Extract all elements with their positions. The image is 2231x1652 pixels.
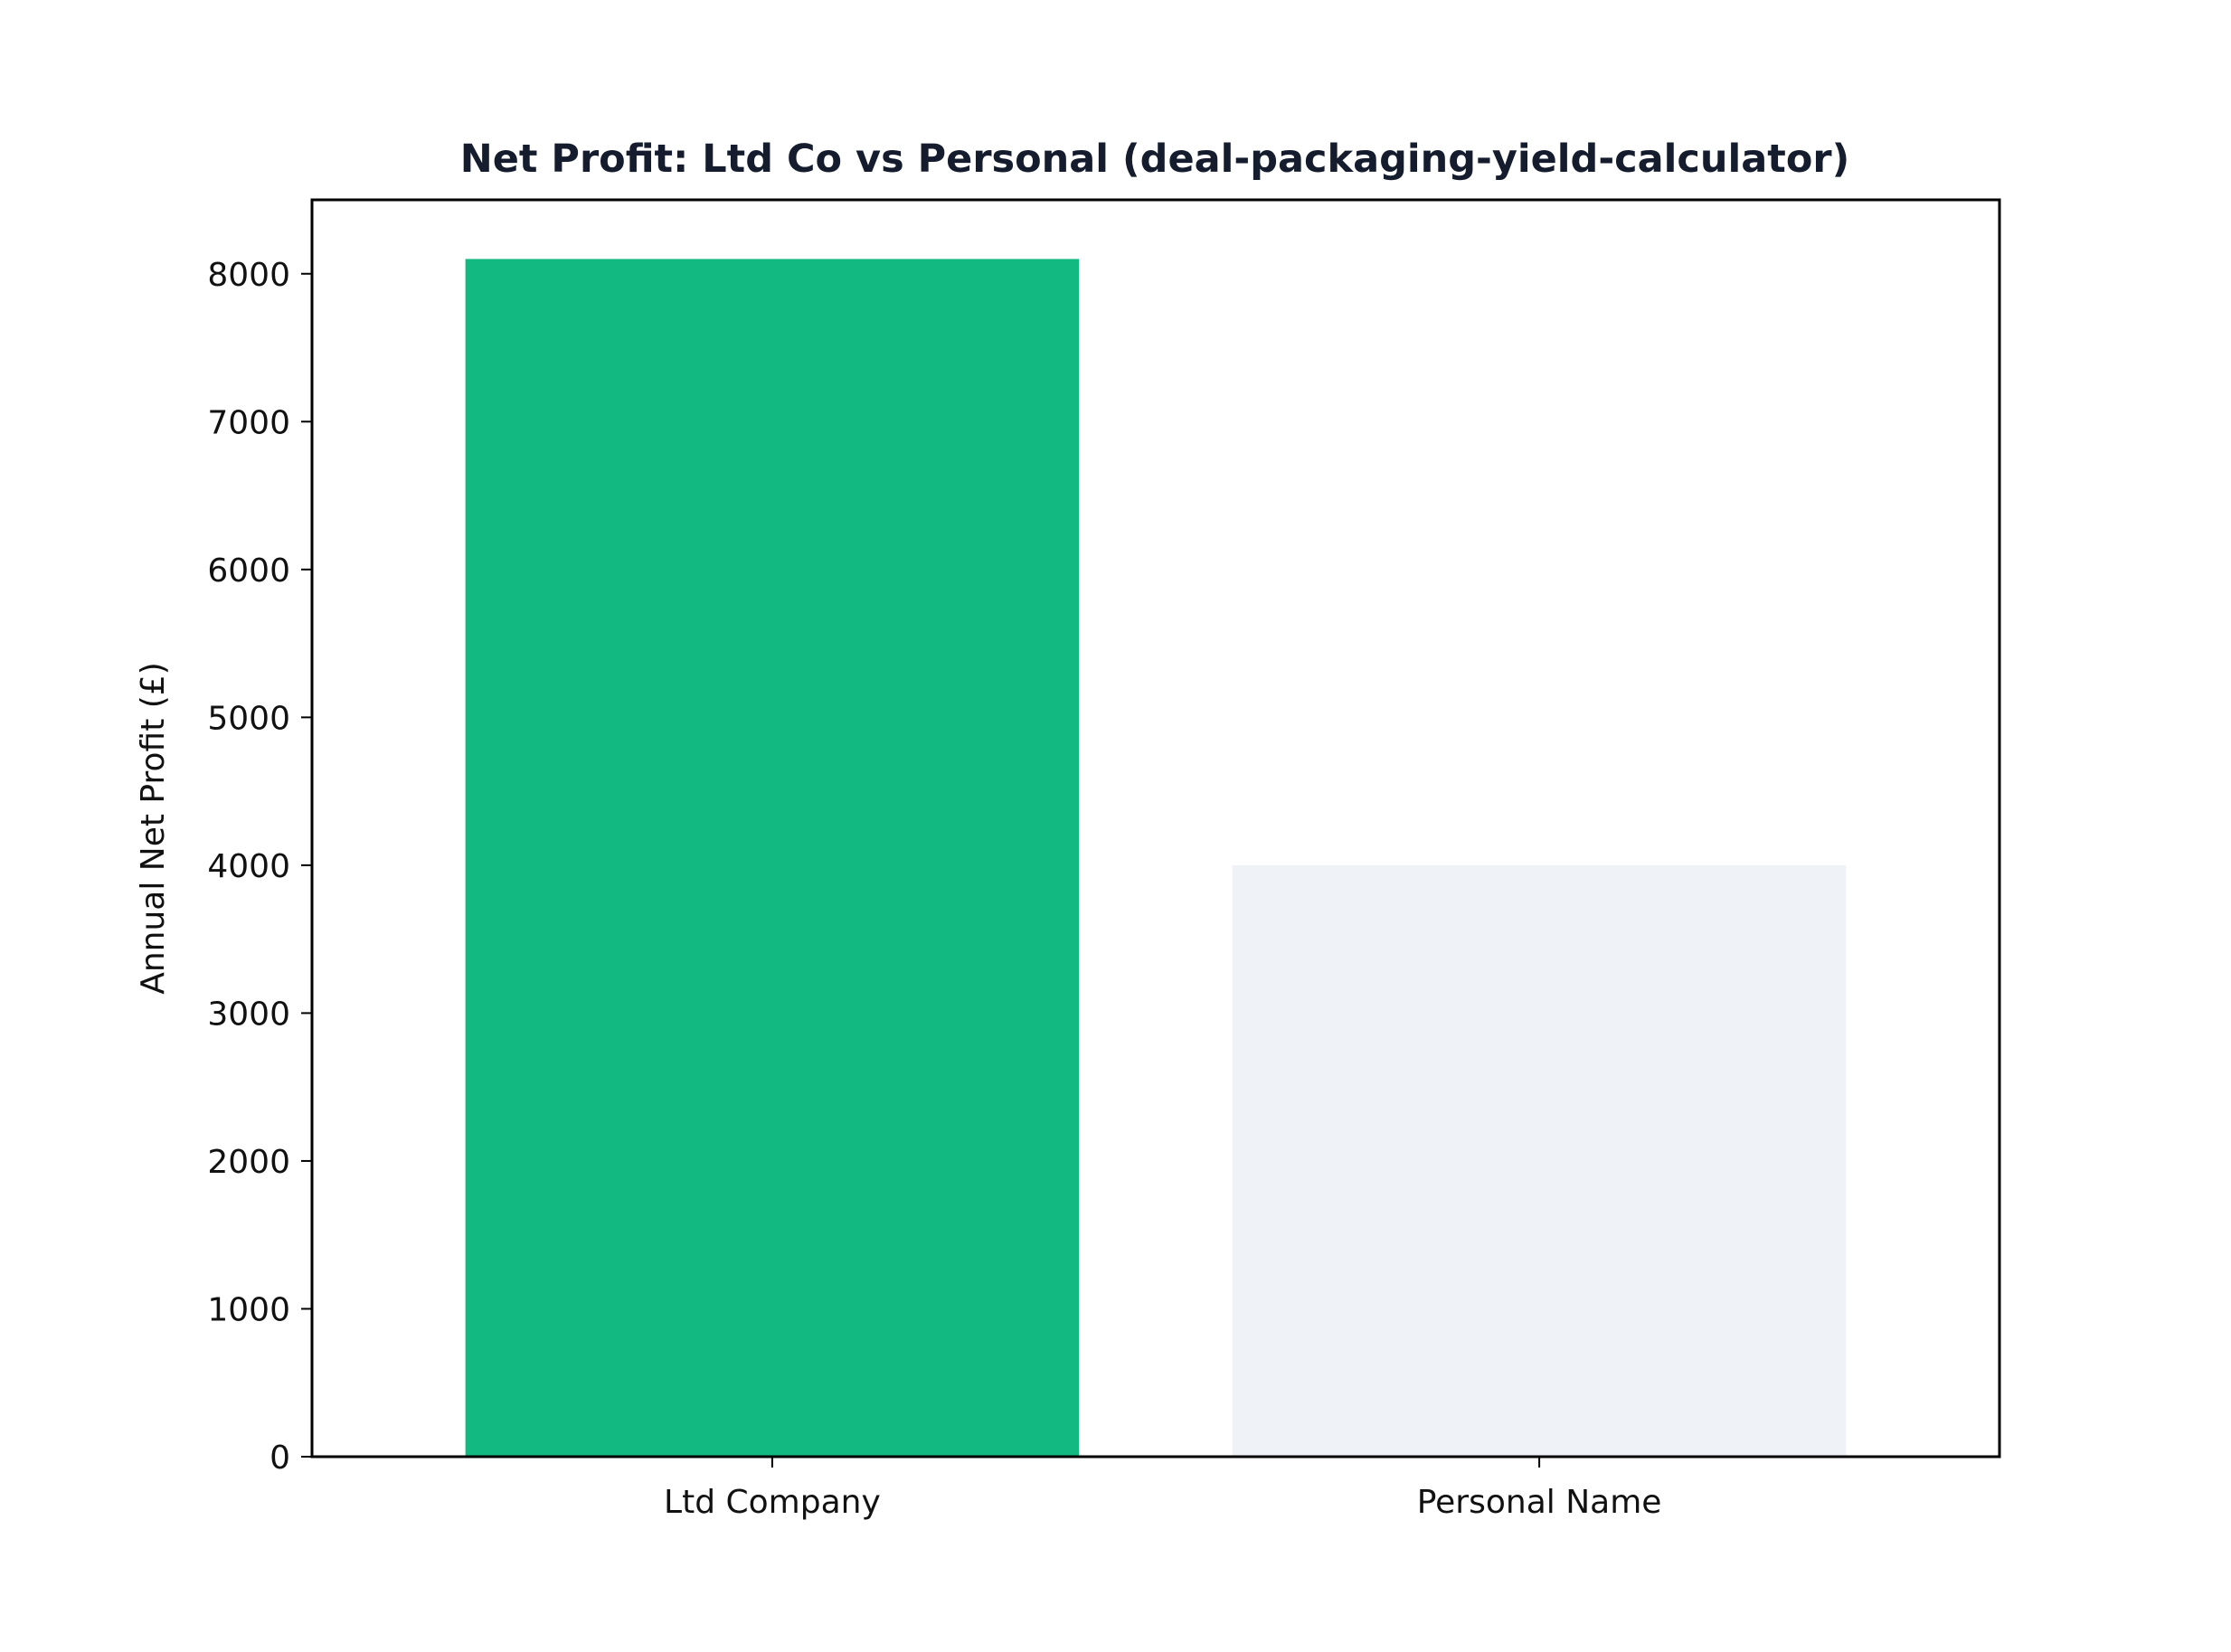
y-tick-label: 7000 — [207, 404, 290, 441]
y-tick-label: 1000 — [207, 1291, 290, 1328]
bar-personal-name — [1232, 864, 1847, 1457]
x-tick-label: Personal Name — [1417, 1484, 1662, 1521]
bar-ltd-company — [465, 259, 1080, 1458]
y-tick-label: 8000 — [207, 257, 290, 294]
plot-frame — [310, 198, 2001, 1458]
y-tick-label: 3000 — [207, 996, 290, 1033]
y-tick-label: 0 — [269, 1440, 290, 1477]
y-tick-label: 2000 — [207, 1144, 290, 1181]
chart-title: Net Profit: Ltd Co vs Personal (deal-pac… — [460, 137, 1849, 182]
x-tick-label: Ltd Company — [664, 1484, 881, 1521]
y-tick-label: 6000 — [207, 552, 290, 590]
x-axis-ticks: Ltd Company Personal Name — [664, 1457, 1661, 1521]
y-tick-label: 5000 — [207, 700, 290, 737]
y-axis-ticks: 0 1000 2000 3000 4000 5000 6000 7000 8000 — [207, 257, 312, 1477]
y-tick-label: 4000 — [207, 848, 290, 885]
bars-layer — [465, 259, 1847, 1458]
y-axis-label: Annual Net Profit (£) — [135, 662, 172, 995]
